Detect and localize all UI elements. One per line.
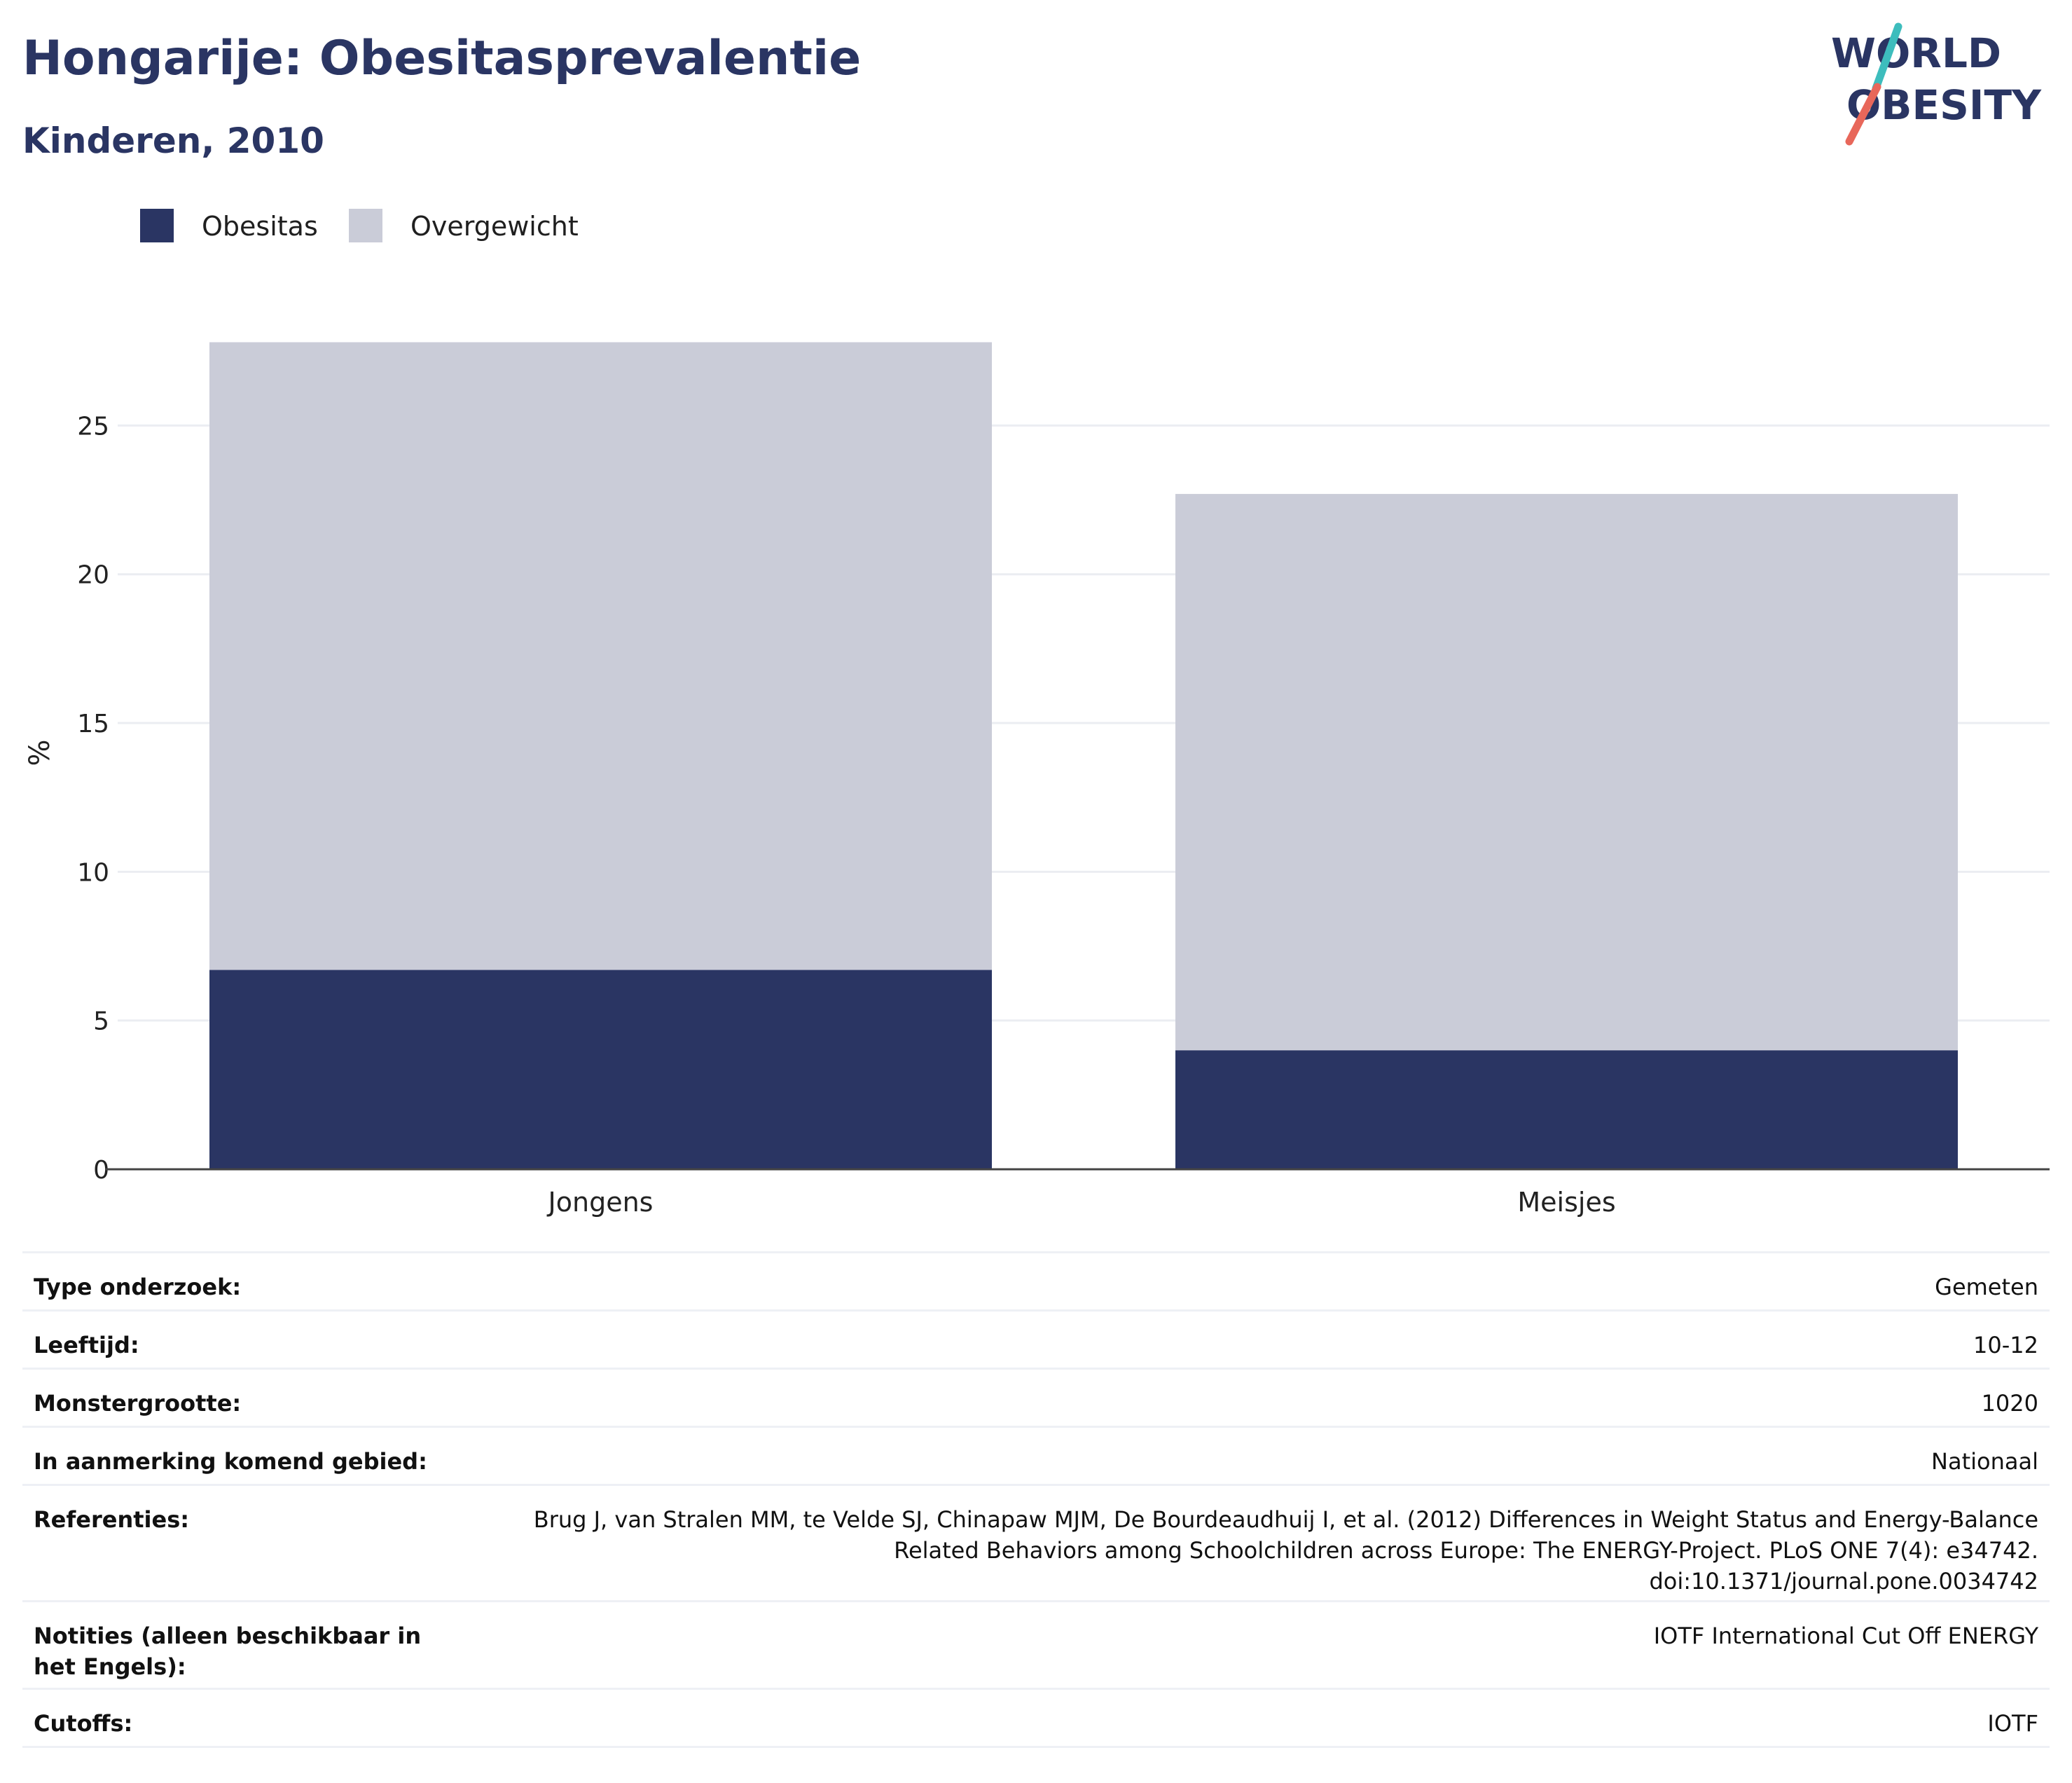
details-row-type: Type onderzoek: Gemeten <box>22 1251 2050 1309</box>
legend-swatch-obesitas <box>140 209 174 242</box>
x-tick-label: Meisjes <box>1517 1187 1615 1218</box>
details-label-notes: Notities (alleen beschikbaar in het Enge… <box>34 1623 422 1680</box>
details-row-notes: Notities (alleen beschikbaar in het Enge… <box>22 1600 2050 1688</box>
legend-label-overgewicht: Overgewicht <box>410 211 579 242</box>
y-tick-label: 0 <box>93 1156 109 1185</box>
y-tick-label: 10 <box>77 858 109 887</box>
y-tick-label: 5 <box>93 1007 109 1036</box>
legend-label-obesitas: Obesitas <box>202 211 318 242</box>
details-value-area: Nationaal <box>1931 1448 2038 1475</box>
details-row-references: Referenties: Brug J, van Stralen MM, te … <box>22 1484 2050 1600</box>
details-value-notes: IOTF International Cut Off ENERGY <box>1653 1623 2038 1649</box>
bar-overgewicht-meisjes <box>1175 494 1958 1051</box>
y-axis-label: % <box>24 739 56 766</box>
details-label-age: Leeftijd: <box>34 1332 139 1358</box>
page-title: Hongarije: Obesitasprevalentie <box>22 31 862 86</box>
details-label-references: Referenties: <box>34 1506 190 1533</box>
bar-overgewicht-jongens <box>209 342 992 970</box>
y-tick-label: 25 <box>77 412 109 441</box>
bar-obesitas-jongens <box>209 970 992 1169</box>
page-subtitle: Kinderen, 2010 <box>22 121 324 161</box>
details-label-cutoffs: Cutoffs: <box>34 1710 133 1737</box>
bar-obesitas-meisjes <box>1175 1050 1958 1169</box>
details-value-age: 10-12 <box>1973 1332 2038 1358</box>
legend-swatch-overgewicht <box>349 209 382 242</box>
details-value-cutoffs: IOTF <box>1987 1710 2038 1737</box>
x-tick-label: Jongens <box>547 1187 654 1218</box>
details-row-sample-size: Monstergrootte: 1020 <box>22 1368 2050 1426</box>
details-value-sample-size: 1020 <box>1981 1390 2038 1417</box>
details-row-age: Leeftijd: 10-12 <box>22 1309 2050 1368</box>
details-label-sample-size: Monstergrootte: <box>34 1390 242 1417</box>
details-value-references: Brug J, van Stralen MM, te Velde SJ, Chi… <box>533 1506 2038 1595</box>
bar-chart: 0 5 10 15 20 25% Jongens Meisjes <box>24 342 2050 1218</box>
details-row-area: In aanmerking komend gebied: Nationaal <box>22 1426 2050 1484</box>
world-obesity-logo: WORLD OBESITY <box>1831 22 2042 146</box>
y-tick-label: 20 <box>77 561 109 590</box>
details-label-type: Type onderzoek: <box>34 1274 242 1300</box>
logo-stroke-red <box>1845 83 1881 146</box>
y-tick-label: 15 <box>77 710 109 738</box>
details-label-area: In aanmerking komend gebied: <box>34 1448 427 1475</box>
logo-text-world: WORLD <box>1831 29 2001 77</box>
details-value-type: Gemeten <box>1935 1274 2038 1300</box>
details-row-cutoffs: Cutoffs: IOTF <box>22 1688 2050 1748</box>
logo-stroke-teal <box>1872 22 1902 92</box>
